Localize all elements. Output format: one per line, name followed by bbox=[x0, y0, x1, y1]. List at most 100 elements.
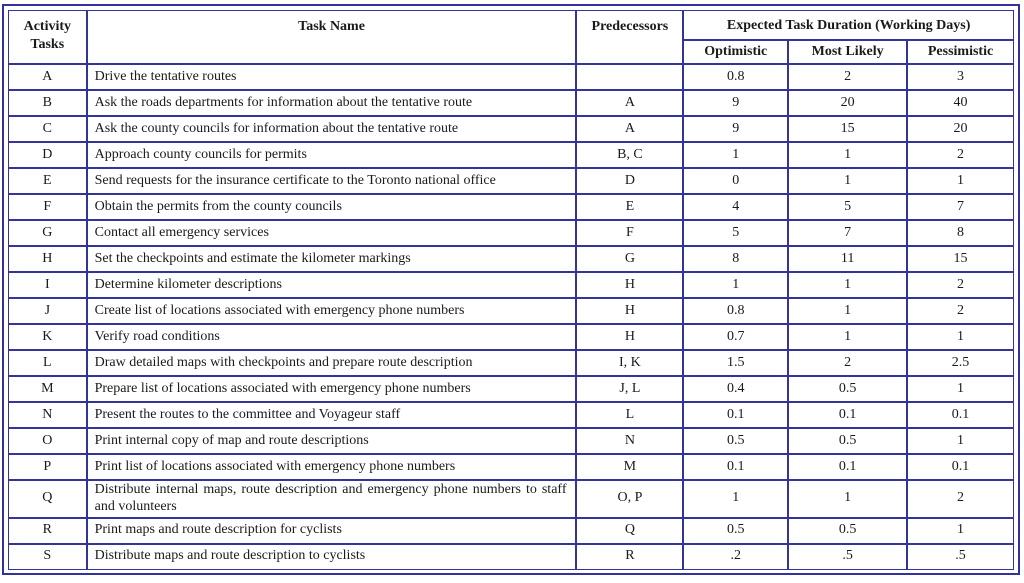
optimistic-value: 1 bbox=[683, 272, 789, 298]
most-likely-value: 1 bbox=[788, 324, 908, 350]
pessimistic-value: 15 bbox=[907, 246, 1014, 272]
header-row-sub: Optimistic Most Likely Pessimistic bbox=[8, 40, 1014, 64]
task-row-H: H Set the checkpoints and estimate the ki… bbox=[8, 246, 1014, 272]
most-likely-value: 1 bbox=[788, 298, 908, 324]
pessimistic-value: 2 bbox=[907, 272, 1014, 298]
predecessors: D bbox=[576, 168, 684, 194]
pessimistic-value: 0.1 bbox=[907, 402, 1014, 428]
activity-id: C bbox=[8, 116, 87, 142]
predecessors: H bbox=[576, 298, 684, 324]
pessimistic-value: 0.1 bbox=[907, 454, 1014, 480]
task-row-E: E Send requests for the insurance certifi… bbox=[8, 168, 1014, 194]
most-likely-value: 0.5 bbox=[788, 428, 908, 454]
pessimistic-value: 1 bbox=[907, 517, 1014, 544]
task-row-G: G Contact all emergency services F 5 7 8 bbox=[8, 220, 1014, 246]
task-row-R: R Print maps and route description for cy… bbox=[8, 517, 1014, 544]
optimistic-value: 8 bbox=[683, 246, 789, 272]
task-name: Print list of locations associated with … bbox=[86, 454, 577, 480]
header-row-main: Activity Tasks Task Name Predecessors Ex… bbox=[8, 10, 1014, 64]
task-name: Print internal copy of map and route des… bbox=[86, 428, 577, 454]
most-likely-value: 5 bbox=[788, 194, 908, 220]
predecessors: A bbox=[576, 90, 684, 116]
most-likely-value: 1 bbox=[788, 480, 908, 518]
activity-id: I bbox=[8, 272, 87, 298]
predecessors: H bbox=[576, 324, 684, 350]
task-name: Ask the county councils for information … bbox=[86, 116, 577, 142]
predecessors: N bbox=[576, 428, 684, 454]
predecessors: E bbox=[576, 194, 684, 220]
optimistic-value: 9 bbox=[683, 90, 789, 116]
activity-id: O bbox=[8, 428, 87, 454]
activity-id: G bbox=[8, 220, 87, 246]
task-name: Determine kilometer descriptions bbox=[86, 272, 577, 298]
optimistic-value: 1 bbox=[683, 480, 789, 518]
predecessors: I, K bbox=[576, 350, 684, 376]
activity-id: M bbox=[8, 376, 87, 402]
col-header-predecessors: Predecessors bbox=[576, 10, 684, 64]
activity-id: F bbox=[8, 194, 87, 220]
most-likely-value: 11 bbox=[788, 246, 908, 272]
predecessors: B, C bbox=[576, 142, 684, 168]
task-name: Create list of locations associated with… bbox=[86, 298, 577, 324]
pessimistic-value: 1 bbox=[907, 376, 1014, 402]
optimistic-value: 0 bbox=[683, 168, 789, 194]
activity-id: D bbox=[8, 142, 87, 168]
pessimistic-value: .5 bbox=[907, 543, 1014, 570]
optimistic-value: 0.5 bbox=[683, 517, 789, 544]
activity-id: J bbox=[8, 298, 87, 324]
task-name: Verify road conditions bbox=[86, 324, 577, 350]
predecessors: L bbox=[576, 402, 684, 428]
task-row-I: I Determine kilometer descriptions H 1 1 2 bbox=[8, 272, 1014, 298]
task-name: Draw detailed maps with checkpoints and … bbox=[86, 350, 577, 376]
task-row-S: S Distribute maps and route description t… bbox=[8, 543, 1014, 570]
pessimistic-value: 8 bbox=[907, 220, 1014, 246]
predecessors bbox=[576, 64, 684, 90]
col-header-optimistic: Optimistic bbox=[683, 40, 789, 64]
activity-id: H bbox=[8, 246, 87, 272]
activity-id: B bbox=[8, 90, 87, 116]
pessimistic-value: 2 bbox=[907, 298, 1014, 324]
pessimistic-value: 7 bbox=[907, 194, 1014, 220]
col-header-most-likely: Most Likely bbox=[788, 40, 908, 64]
activity-id: L bbox=[8, 350, 87, 376]
task-name: Obtain the permits from the county counc… bbox=[86, 194, 577, 220]
activity-id: S bbox=[8, 543, 87, 570]
col-header-activity-tasks: Activity Tasks bbox=[8, 10, 87, 64]
predecessors: J, L bbox=[576, 376, 684, 402]
optimistic-value: 9 bbox=[683, 116, 789, 142]
predecessors: Q bbox=[576, 517, 684, 544]
optimistic-value: 0.8 bbox=[683, 298, 789, 324]
table-header: Activity Tasks Task Name Predecessors Ex… bbox=[8, 10, 1014, 64]
most-likely-value: 0.5 bbox=[788, 517, 908, 544]
predecessors: G bbox=[576, 246, 684, 272]
activity-id: Q bbox=[8, 480, 87, 518]
optimistic-value: .2 bbox=[683, 543, 789, 570]
activity-id: K bbox=[8, 324, 87, 350]
task-name: Present the routes to the committee and … bbox=[86, 402, 577, 428]
task-row-B: B Ask the roads departments for informati… bbox=[8, 90, 1014, 116]
predecessors: A bbox=[576, 116, 684, 142]
most-likely-value: 15 bbox=[788, 116, 908, 142]
task-row-L: L Draw detailed maps with checkpoints and… bbox=[8, 350, 1014, 376]
most-likely-value: .5 bbox=[788, 543, 908, 570]
task-row-C: C Ask the county councils for information… bbox=[8, 116, 1014, 142]
pessimistic-value: 1 bbox=[907, 168, 1014, 194]
optimistic-value: 1 bbox=[683, 142, 789, 168]
task-name: Set the checkpoints and estimate the kil… bbox=[86, 246, 577, 272]
activity-id: R bbox=[8, 517, 87, 544]
optimistic-value: 0.1 bbox=[683, 402, 789, 428]
task-row-J: J Create list of locations associated wit… bbox=[8, 298, 1014, 324]
predecessors: H bbox=[576, 272, 684, 298]
task-name: Distribute maps and route description to… bbox=[86, 543, 577, 570]
task-name: Contact all emergency services bbox=[86, 220, 577, 246]
most-likely-value: 1 bbox=[788, 168, 908, 194]
task-name: Distribute internal maps, route descript… bbox=[86, 480, 577, 518]
task-name: Send requests for the insurance certific… bbox=[86, 168, 577, 194]
task-name: Ask the roads departments for informatio… bbox=[86, 90, 577, 116]
most-likely-value: 2 bbox=[788, 350, 908, 376]
pessimistic-value: 2 bbox=[907, 480, 1014, 518]
optimistic-value: 0.1 bbox=[683, 454, 789, 480]
optimistic-value: 1.5 bbox=[683, 350, 789, 376]
pessimistic-value: 1 bbox=[907, 324, 1014, 350]
task-row-N: N Present the routes to the committee and… bbox=[8, 402, 1014, 428]
